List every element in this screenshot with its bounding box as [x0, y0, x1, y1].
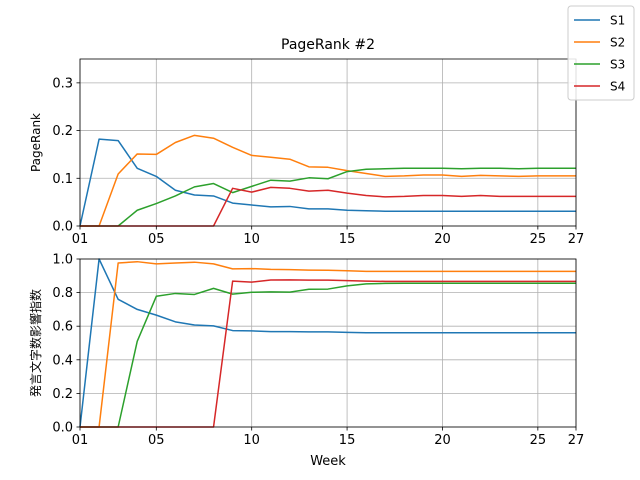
y-tick-label: 0.2: [52, 124, 73, 139]
series-line-s3: [80, 167, 576, 227]
legend-box: [567, 5, 635, 101]
y-tick-label: 0.8: [52, 286, 73, 301]
pagerank-panel: 01 05 10 15 20 25 27 0.0 0.1 0.2 0.3 PageRank #2 Pag…: [29, 37, 584, 247]
y-axis-label: 発言文字数影響指数: [28, 289, 43, 397]
legend: S1 S2 S3 S4: [567, 5, 635, 101]
plot-frame: [79, 258, 577, 428]
plot-frame: [79, 58, 577, 227]
x-tick-label: 01: [72, 232, 89, 247]
y-axis-label: PageRank: [29, 113, 43, 172]
x-tick-label: 05: [148, 232, 165, 247]
y-tick-label: 0.6: [52, 320, 73, 335]
legend-label-s4: S4: [610, 80, 625, 94]
chart-title: PageRank #2: [281, 37, 375, 53]
x-tick-label: 15: [339, 433, 356, 448]
series-line-s4: [80, 186, 576, 227]
legend-label-s3: S3: [610, 58, 625, 72]
x-tick-label: 20: [434, 433, 451, 448]
x-tick-label: 27: [568, 433, 585, 448]
y-tick-label: 0.2: [52, 387, 73, 402]
series-line-s1: [79, 138, 576, 227]
x-tick-label: 25: [530, 433, 547, 448]
x-tick-label: 15: [339, 232, 356, 247]
x-tick-label: 25: [530, 232, 547, 247]
series-line-s1: [79, 258, 576, 428]
x-tick-label: 10: [243, 433, 260, 448]
x-tick-label: 10: [243, 232, 260, 247]
series-line-s2: [80, 134, 576, 227]
x-tick-label: 27: [568, 232, 585, 247]
x-tick-label: 01: [72, 433, 89, 448]
legend-label-s2: S2: [610, 36, 625, 50]
y-tick-label: 0.3: [52, 76, 73, 91]
x-axis-label: Week: [310, 454, 346, 469]
series-line-s3: [80, 282, 576, 428]
y-tick-label: 0.4: [52, 353, 73, 368]
influence-index-panel: 01 05 10 15 20 25 27 0.0 0.2 0.4 0.6 0.8 1.0 Week 発言文字…: [28, 253, 584, 470]
x-tick-label: 20: [434, 232, 451, 247]
series-line-s2: [80, 260, 576, 428]
y-tick-label: 0.1: [52, 172, 73, 187]
y-tick-label: 1.0: [52, 253, 73, 268]
x-tick-label: 05: [148, 433, 165, 448]
y-tick-label: 0.0: [52, 220, 73, 235]
y-tick-label: 0.0: [52, 421, 73, 436]
legend-label-s1: S1: [610, 14, 625, 28]
